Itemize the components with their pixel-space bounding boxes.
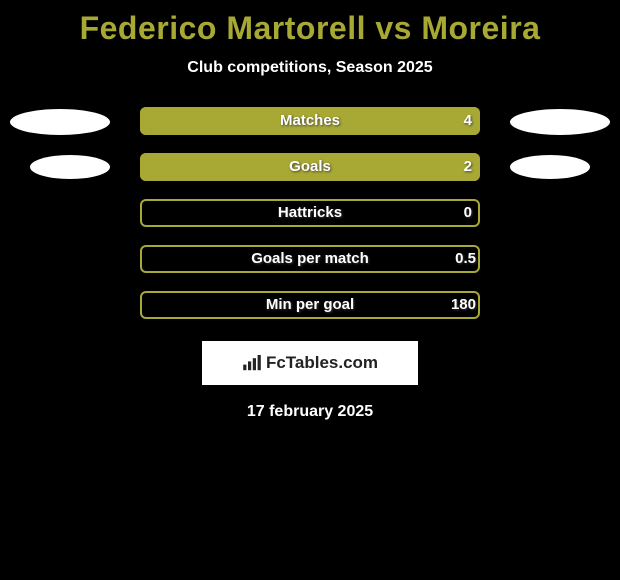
stat-label: Goals per match (140, 245, 480, 273)
stat-row: Hattricks0 (0, 199, 620, 245)
stat-value: 0 (464, 199, 472, 227)
logo-box: FcTables.com (202, 341, 418, 385)
player-right-marker (510, 155, 590, 179)
logo-text: FcTables.com (266, 353, 378, 373)
page-title: Federico Martorell vs Moreira (0, 0, 620, 47)
player-left-marker (30, 155, 110, 179)
player-right-marker (510, 109, 610, 135)
stat-label: Matches (140, 107, 480, 135)
stat-row: Goals per match0.5 (0, 245, 620, 291)
stat-value: 0.5 (455, 245, 476, 273)
stat-value: 4 (464, 107, 472, 135)
bar-chart-icon (242, 355, 262, 371)
stat-row: Matches4 (0, 107, 620, 153)
stat-label: Goals (140, 153, 480, 181)
stat-value: 180 (451, 291, 476, 319)
stat-row: Min per goal180 (0, 291, 620, 337)
stat-row: Goals2 (0, 153, 620, 199)
stat-label: Min per goal (140, 291, 480, 319)
comparison-chart: Matches4Goals2Hattricks0Goals per match0… (0, 107, 620, 337)
logo: FcTables.com (242, 353, 378, 373)
date-text: 17 february 2025 (0, 403, 620, 421)
stat-label: Hattricks (140, 199, 480, 227)
stat-value: 2 (464, 153, 472, 181)
subtitle: Club competitions, Season 2025 (0, 59, 620, 77)
player-left-marker (10, 109, 110, 135)
